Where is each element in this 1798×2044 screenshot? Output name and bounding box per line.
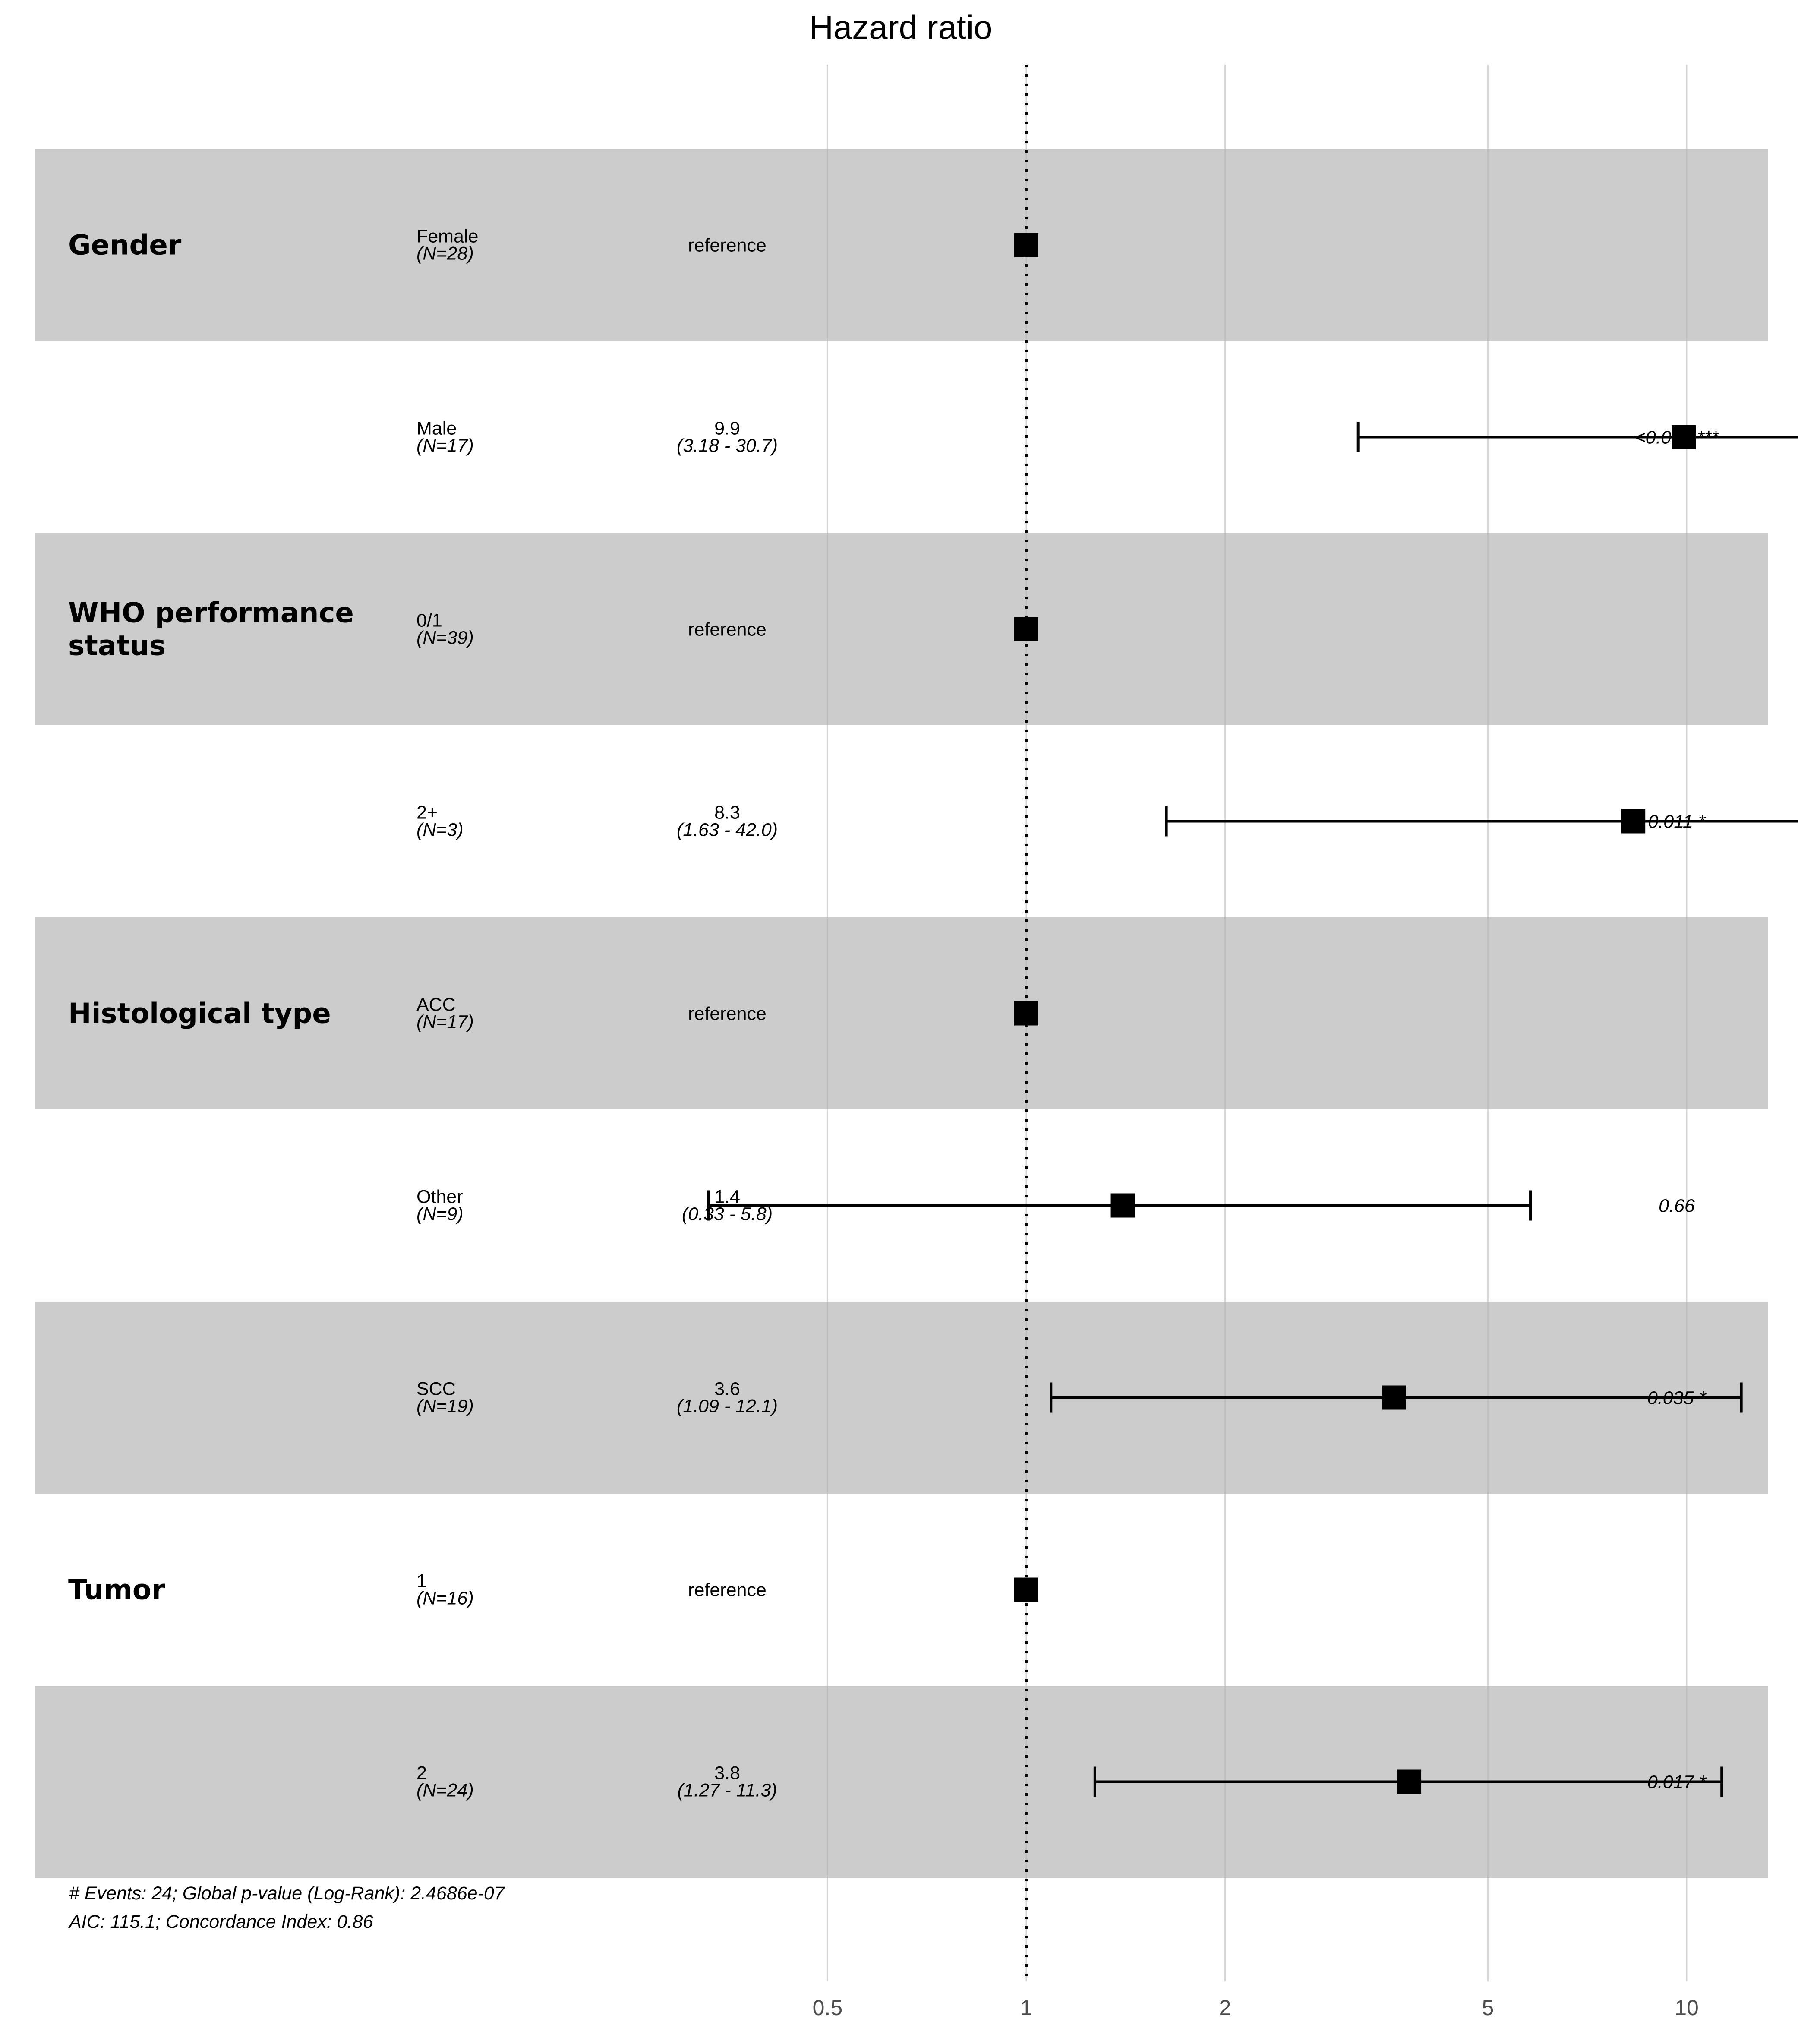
- level-label: 0/1: [416, 610, 442, 631]
- estimate-point: [1014, 1001, 1038, 1026]
- estimate-point: [1014, 233, 1038, 257]
- chart-title: Hazard ratio: [809, 8, 993, 46]
- level-n-label: (N=28): [416, 243, 474, 264]
- x-tick-label: 5: [1482, 1996, 1494, 2020]
- estimate-label: reference: [688, 235, 767, 256]
- level-label: ACC: [416, 995, 456, 1015]
- level-n-label: (N=17): [416, 1012, 474, 1033]
- variable-label: WHO performance: [68, 597, 354, 629]
- estimate-point: [1621, 809, 1646, 834]
- estimate-label: reference: [688, 619, 767, 640]
- level-n-label: (N=24): [416, 1780, 474, 1801]
- ci-label: (3.18 - 30.7): [677, 436, 778, 456]
- estimate-point: [1382, 1385, 1406, 1410]
- variable-label: status: [68, 630, 166, 662]
- footer-annotation-aic: AIC: 115.1; Concordance Index: 0.86: [68, 1911, 373, 1932]
- estimate-marks: [707, 233, 1798, 1797]
- level-n-label: (N=39): [416, 628, 474, 648]
- variable-label: Histological type: [68, 998, 331, 1030]
- estimate-label: 3.6: [714, 1379, 740, 1400]
- level-label: 2+: [416, 802, 438, 823]
- row-band: [35, 917, 1768, 1109]
- level-label: Female: [416, 226, 478, 247]
- level-n-label: (N=16): [416, 1588, 474, 1609]
- row-band: [35, 533, 1768, 725]
- level-n-label: (N=19): [416, 1396, 474, 1417]
- level-n-label: (N=9): [416, 1204, 464, 1225]
- estimate-label: reference: [688, 1580, 767, 1601]
- estimate-point: [1110, 1193, 1135, 1218]
- x-tick-label: 1: [1020, 1996, 1032, 2020]
- level-n-label: (N=3): [416, 820, 464, 840]
- row-bands: [35, 149, 1768, 1878]
- row-texts: Gender Female(N=28) referenceMale(N=17)9.9…: [68, 226, 1719, 1801]
- ci-label: (1.09 - 12.1): [677, 1396, 778, 1417]
- x-tick-label: 0.5: [813, 1996, 843, 2020]
- estimate-label: 3.8: [714, 1763, 740, 1784]
- ci-label: (1.27 - 11.3): [677, 1780, 777, 1801]
- p-value-label: 0.66: [1659, 1196, 1695, 1216]
- level-label: 2: [416, 1763, 427, 1784]
- level-label: SCC: [416, 1379, 456, 1400]
- x-tick-label: 10: [1675, 1996, 1699, 2020]
- variable-label: Tumor: [68, 1574, 165, 1606]
- estimate-point: [1014, 617, 1038, 641]
- x-tick-label: 2: [1219, 1996, 1231, 2020]
- estimate-label: reference: [688, 1004, 767, 1024]
- estimate-point: [1014, 1577, 1038, 1602]
- ci-label: (0.33 - 5.8): [682, 1204, 773, 1225]
- x-axis-ticks: 0.5125102050: [813, 1996, 1699, 2020]
- level-label: Other: [416, 1187, 463, 1207]
- level-label: Male: [416, 418, 457, 439]
- estimate-point: [1672, 425, 1696, 449]
- level-label: 1: [416, 1571, 427, 1592]
- estimate-label: 9.9: [714, 418, 740, 439]
- estimate-point: [1397, 1769, 1422, 1794]
- row-band: [35, 149, 1768, 341]
- estimate-label: 8.3: [714, 802, 740, 823]
- variable-label: Gender: [68, 230, 182, 262]
- estimate-label: 1.4: [714, 1187, 740, 1207]
- ci-label: (1.63 - 42.0): [677, 820, 778, 840]
- level-n-label: (N=17): [416, 436, 474, 456]
- footer-annotation-events: # Events: 24; Global p-value (Log-Rank):…: [69, 1883, 505, 1904]
